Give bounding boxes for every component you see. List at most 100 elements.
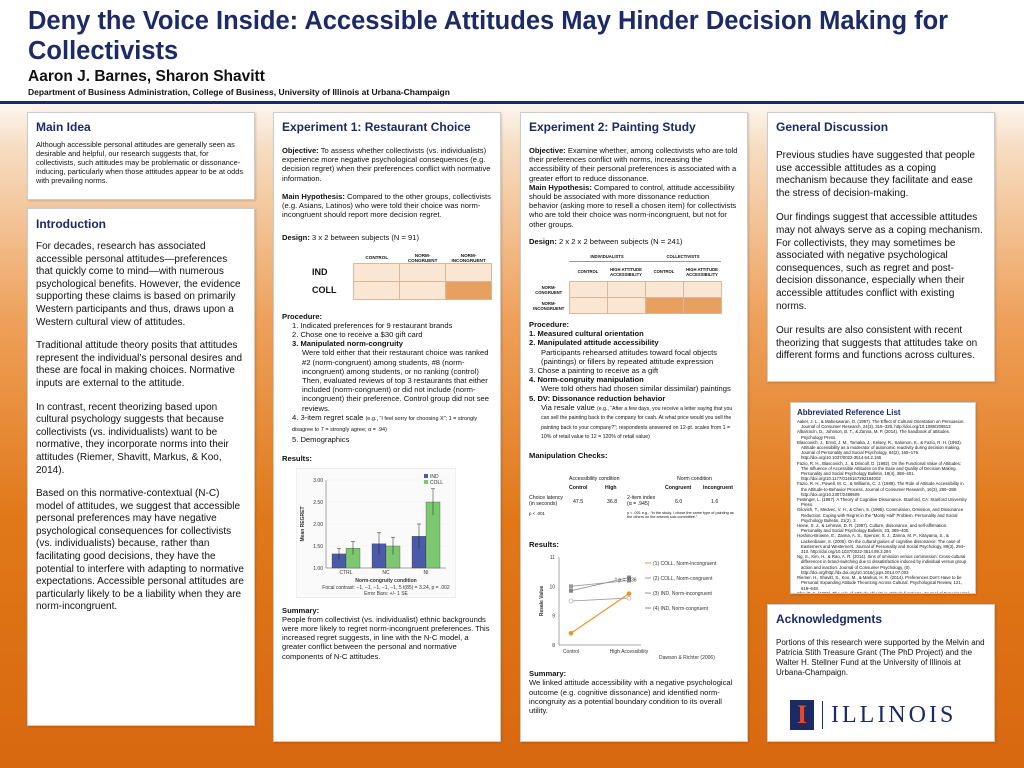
chart2-point xyxy=(626,591,632,597)
chart2-legend-label: (1) COLL, Norm-incongruent xyxy=(653,561,717,567)
manip-row-p: p < .001 xyxy=(529,511,545,517)
exp1-procedure-label: Procedure: xyxy=(282,311,323,321)
illinois-block-i: I xyxy=(790,700,814,730)
chart2-series-line xyxy=(570,580,630,587)
reference-item: Fazio, R. H., Powell, M. C., & Williams,… xyxy=(797,481,964,497)
manip-acc-col: Control xyxy=(569,485,588,492)
manip-two-item: 2-item index (α = .945) xyxy=(627,495,656,508)
exp2-objective-label: Objective: xyxy=(529,146,566,155)
chart1-xtick: CTRL xyxy=(339,570,352,576)
manip-norm-note: p < .001 e.g., “In the study, I chose th… xyxy=(627,511,734,520)
exp2-hypothesis: Main Hypothesis: Compared to control, at… xyxy=(529,183,739,229)
exp1-design-label: Design: xyxy=(282,233,310,243)
exp1-bar-chart: 3.00 2.50 2.00 1.50 1.00 CTRL NC NI Mean REGRET N… xyxy=(296,467,456,598)
reference-item: Albarracín, D., Johnson, B. T., & Zanna,… xyxy=(797,429,951,440)
exp1-procedure: Procedure: 1. Indicated preferences for … xyxy=(282,312,492,445)
poster-department: Department of Business Administration, C… xyxy=(28,87,450,97)
exp2-procedure-detail: Were told others had chosen similar diss… xyxy=(541,384,731,394)
exp1-procedure-step: 2. Chose one to receive a $30 gift card xyxy=(292,330,423,340)
chart1-ylabel: Mean REGRET xyxy=(300,506,306,541)
exp2-procedure-step: 3. Chose a painting to receive as a gift xyxy=(529,366,659,376)
chart2-series-line xyxy=(570,577,630,592)
exp2-design-label: Design: xyxy=(529,236,557,246)
exp2-procedure-step: 5. DV: Dissonance reduction behavior xyxy=(529,393,666,403)
chart1-xlabel: Norm-congruity condition xyxy=(355,578,416,584)
introduction-box: Introduction For decades, research has a… xyxy=(27,208,255,726)
exp1-objective-text: To assess whether collectivists (vs. ind… xyxy=(282,146,491,183)
acknowledgments-heading: Acknowledgments xyxy=(776,612,883,626)
exp2-line-chart: 11 10 9 8 Control High Accessibility Resale Va… xyxy=(539,555,717,661)
chart1-legend-swatch xyxy=(424,479,428,484)
chart2-legend-label: (3) IND, Norm-incongruent xyxy=(653,591,713,597)
reference-item: Blascovich, J., Ernst, J. M., Tomaka, J.… xyxy=(797,439,962,461)
chart2-ytick: 8 xyxy=(552,643,555,649)
exp1-hypothesis-text: Compared to the other groups, collectivi… xyxy=(282,191,491,220)
reference-item: Riemer, H., Shavitt, S., Koo, M., & Mark… xyxy=(797,575,962,591)
exp1-hypothesis: Main Hypothesis: Compared to the other g… xyxy=(282,192,492,220)
exp2-hypothesis-text: Compared to control, attitude accessibil… xyxy=(529,182,737,229)
reference-item: Aaker, J. L., & Maheswaran, D. (1997). T… xyxy=(797,419,965,430)
exp1-procedure-step: 3. Manipulated norm-congruity xyxy=(292,339,403,349)
exp1-cell xyxy=(353,262,401,282)
exp1-row-header: COLL xyxy=(312,285,337,296)
exp2-dv-note: (e.g., “After a few days, you receive a … xyxy=(541,405,733,441)
exp2-cell xyxy=(606,281,646,299)
chart2-annotation: * p = .036 xyxy=(615,578,637,584)
exp2-procedure-step: 2. Manipulated attitude accessibility xyxy=(529,338,659,348)
exp2-design-table: INDIVIDUALISTS COLLECTIVISTS CONTROL HIG… xyxy=(529,252,722,315)
exp2-cell xyxy=(682,281,722,299)
exp1-col-header: CONTROL xyxy=(365,255,389,261)
exp2-procedure-detail: Via resale value (e.g., “After a few day… xyxy=(529,403,739,441)
chart1-ytick: 3.00 xyxy=(313,478,323,484)
exp2-cell-highlight xyxy=(644,297,684,315)
manip-norm-col: Congruent xyxy=(665,485,692,492)
reference-item: Hoshino-Browne, E., Zanna, A. S., Spence… xyxy=(797,533,966,555)
acknowledgments-box: Acknowledgments Portions of this researc… xyxy=(767,604,995,742)
exp2-cell xyxy=(606,297,646,315)
exp1-cell xyxy=(399,262,447,282)
chart1-legend-label: COLL xyxy=(430,480,443,486)
exp2-col-header: HIGH ATTITUDE ACCESSIBILITY xyxy=(686,266,718,277)
manip-acc-value: 36.8 xyxy=(607,499,618,506)
experiment-2-box: Experiment 2: Painting Study Objective: … xyxy=(520,112,748,742)
discussion-paragraph: Previous studies have suggested that peo… xyxy=(776,150,976,199)
exp2-row-header: NORM- INCONGRUENT xyxy=(533,300,565,311)
exp2-heading: Experiment 2: Painting Study xyxy=(529,120,696,134)
reference-item: Gilovich, T., Medvec, V. H., & Chen, S. … xyxy=(797,507,964,523)
chart2-series-line xyxy=(570,593,630,635)
intro-paragraph-2: Traditional attitude theory posits that … xyxy=(36,340,243,389)
chart1-errorbars-note: Error Bars: +/- 1 SE xyxy=(364,591,408,597)
chart2-point xyxy=(627,578,631,583)
chart2-ylabel: Resale Value xyxy=(539,586,545,617)
exp1-procedure-step-4-text: 4. 3-item regret scale xyxy=(292,412,364,422)
exp1-design: Design: 3 x 2 between subjects (N = 91) xyxy=(282,233,492,242)
chart1-ytick: 1.00 xyxy=(313,566,323,572)
intro-paragraph-4: Based on this normative-contextual (N-C)… xyxy=(36,488,244,613)
manip-acc-title: Accessibility condition xyxy=(569,476,620,483)
header-rule xyxy=(0,101,1024,104)
chart1-ytick: 2.00 xyxy=(313,522,323,528)
chart1-ytick: 1.50 xyxy=(313,544,323,550)
chart2-source: Dawson & Richter (2006) xyxy=(659,655,715,661)
chart1-legend-swatch xyxy=(424,473,428,478)
exp2-procedure-step: 4. Norm-congruity manipulation xyxy=(529,375,644,385)
exp1-summary-text: People from collectivist (vs. individual… xyxy=(282,614,490,661)
manip-norm-title: Norm condition xyxy=(677,476,712,483)
reference-item: Fazio, R. H., Blascovich, J., & Driscoll… xyxy=(797,460,961,482)
manip-norm-value: 1.6 xyxy=(711,499,719,506)
exp1-objective-label: Objective: xyxy=(282,146,319,155)
manip-acc-value: 47.5 xyxy=(573,499,584,506)
exp1-procedure-step-4: 4. 3-item regret scale (e.g., “I feel so… xyxy=(282,413,492,435)
chart2-ytick: 10 xyxy=(549,585,555,591)
main-idea-heading: Main Idea xyxy=(36,120,91,134)
exp1-procedure-detail-2: Then, evaluated reviews of top 3 restaur… xyxy=(302,376,490,413)
exp1-procedure-step-4-note: (e.g., “I feel sorry for choosing X”; 1 … xyxy=(292,415,478,434)
chart2-series-line xyxy=(570,597,630,602)
exp2-procedure: Procedure: 1. Measured cultural orientat… xyxy=(529,320,739,441)
exp1-cell xyxy=(399,280,447,300)
exp2-summary-label: Summary: xyxy=(529,669,567,679)
exp1-results-label: Results: xyxy=(282,454,312,464)
intro-paragraph-3: In contrast, recent theorizing based upo… xyxy=(36,401,229,476)
exp2-procedure-step: 1. Measured cultural orientation xyxy=(529,329,644,339)
exp2-results-label: Results: xyxy=(529,540,559,550)
